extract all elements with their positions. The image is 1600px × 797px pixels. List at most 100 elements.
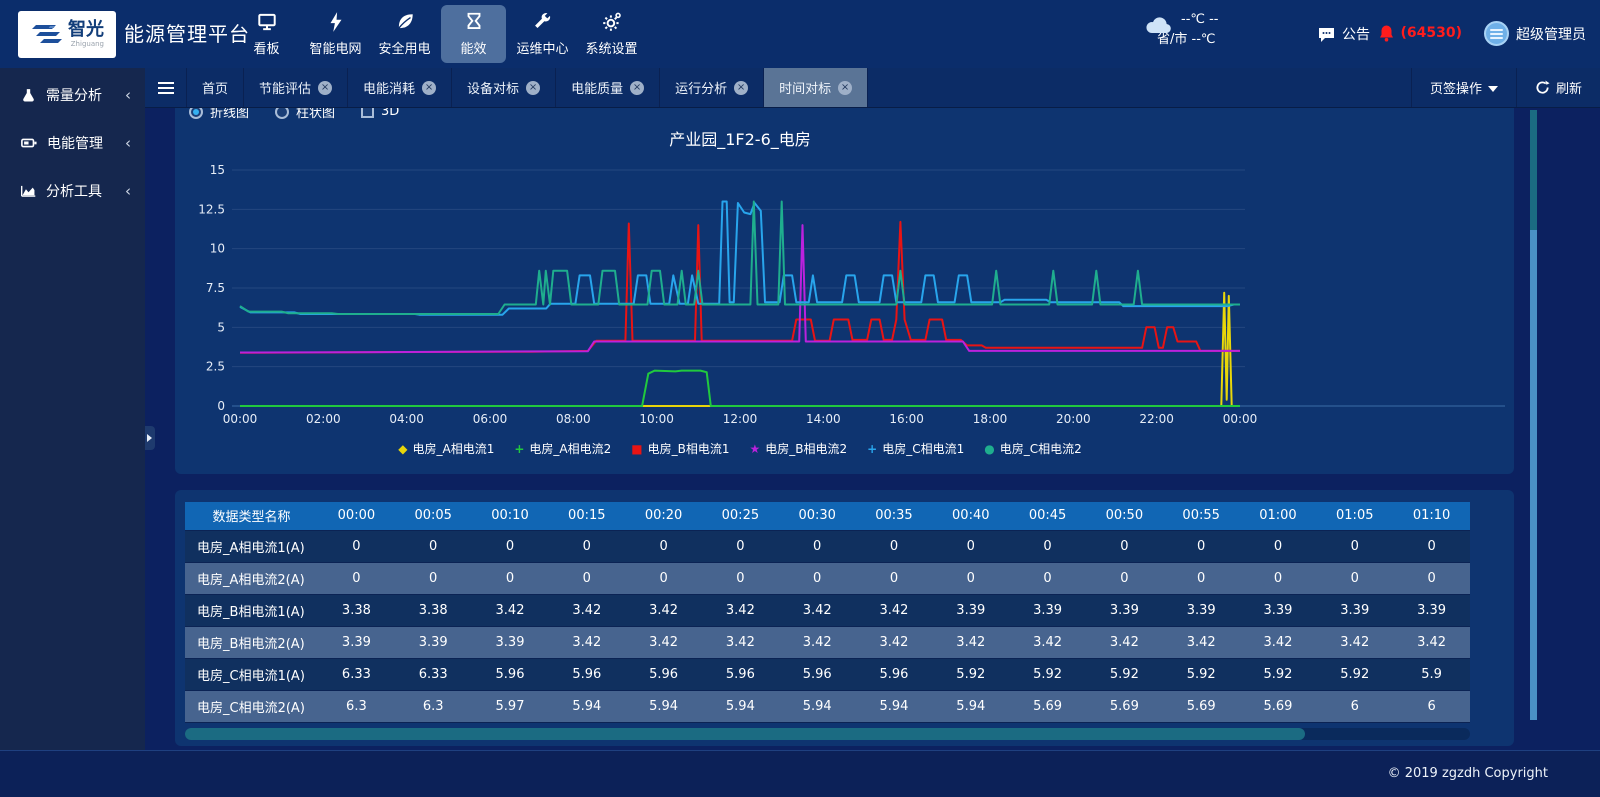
lightning-icon (330, 12, 341, 32)
vertical-scrollbar-thumb[interactable] (1530, 230, 1537, 720)
nav-item-system-settings[interactable]: 系统设置 (577, 0, 646, 68)
close-tab-icon[interactable] (318, 80, 333, 95)
plus-marker-icon: + (514, 441, 525, 456)
radio-icon (189, 104, 203, 119)
tab-energy-eval[interactable]: 节能评估 (244, 68, 349, 107)
value-cell: 5.92 (1239, 658, 1317, 690)
value-cell: 0 (1393, 530, 1470, 562)
series-line (239, 200, 1240, 315)
nav-item-safe-power[interactable]: 安全用电 (370, 0, 439, 68)
table-header-cell: 00:15 (548, 502, 626, 530)
tab-bar: 首页 节能评估 电能消耗 设备对标 电能质量 运行分析 时间对标 页签操作 (145, 68, 1600, 108)
vertical-scrollbar-segment[interactable] (1530, 110, 1537, 230)
value-cell: 3.39 (932, 594, 1010, 626)
chevron-left-icon (125, 134, 131, 152)
legend-item[interactable]: ★ 电房_B相电流2 (750, 440, 848, 457)
monitor-icon (257, 13, 276, 31)
series-line (239, 224, 1240, 354)
legend-label: 电房_C相电流2 (999, 442, 1082, 456)
table-row: 电房_B相电流1(A) 3.38 3.38 3.42 3.42 3.42 3.42 3.42 3… (185, 594, 1470, 626)
value-cell: 0 (1009, 530, 1086, 562)
avatar (1484, 21, 1509, 46)
user-menu[interactable]: 超级管理员 (1484, 21, 1586, 46)
announcement-button[interactable]: 公告 (1317, 24, 1370, 44)
x-axis-tick: 00:00 (1223, 412, 1258, 426)
weather-city: 省/市 --℃ (1157, 31, 1216, 47)
value-cell: 3.42 (1393, 626, 1470, 658)
table-header-cell: 数据类型名称 (185, 502, 318, 530)
refresh-button[interactable]: 刷新 (1515, 68, 1600, 107)
tab-operation-analysis[interactable]: 运行分析 (660, 68, 765, 107)
nav-item-ops-center[interactable]: 运维中心 (508, 0, 577, 68)
value-cell: 3.39 (394, 626, 472, 658)
sidebar-item-energy-management[interactable]: 电能管理 (0, 122, 145, 164)
cross-marker-icon: + (867, 441, 878, 456)
close-tab-icon[interactable] (734, 80, 749, 95)
legend-label: 电房_B相电流1 (647, 442, 730, 456)
line-chart[interactable]: 0 2.5 5 7.5 10 12.5 15 00:00 02:00 04:00 06:00 08:0… (175, 96, 1514, 474)
close-tab-icon[interactable] (526, 80, 541, 95)
row-name-cell: 电房_B相电流1(A) (185, 594, 318, 626)
value-cell: 6 (1393, 690, 1470, 722)
tab-device-benchmark[interactable]: 设备对标 (452, 68, 557, 107)
tab-power-quality[interactable]: 电能质量 (556, 68, 661, 107)
line-chart-radio[interactable]: 折线图 (189, 102, 249, 121)
y-axis-tick: 15 (210, 163, 225, 177)
copyright-text: © 2019 zgzdh Copyright (1387, 766, 1548, 781)
x-axis-tick: 08:00 (556, 412, 591, 426)
value-cell: 5.96 (701, 658, 779, 690)
nav-item-energy-efficiency[interactable]: 能效 (439, 0, 508, 68)
nav-item-smart-grid[interactable]: 智能电网 (301, 0, 370, 68)
value-cell: 0 (394, 562, 472, 594)
diamond-marker-icon: ◆ (398, 441, 408, 456)
close-tab-icon[interactable] (838, 80, 853, 95)
value-cell: 3.42 (548, 626, 626, 658)
star-marker-icon: ★ (749, 441, 761, 456)
chevron-left-icon (125, 182, 131, 200)
value-cell: 5.92 (932, 658, 1010, 690)
tab-energy-consumption[interactable]: 电能消耗 (348, 68, 453, 107)
tab-home[interactable]: 首页 (187, 68, 245, 107)
table-row: 电房_C相电流1(A) 6.33 6.33 5.96 5.96 5.96 5.96 5.96 5… (185, 658, 1470, 690)
value-cell: 5.69 (1239, 690, 1317, 722)
sidebar-collapse-handle[interactable] (145, 426, 155, 450)
legend-item[interactable]: + 电房_A相电流2 (514, 440, 611, 457)
legend-item[interactable]: ● 电房_C相电流2 (984, 440, 1082, 457)
alarm-button[interactable]: (64530) (1378, 24, 1462, 42)
table-header-cell: 00:25 (701, 502, 779, 530)
value-cell: 0 (1085, 562, 1163, 594)
tab-operations-dropdown[interactable]: 页签操作 (1410, 68, 1516, 107)
sidebar-item-demand-analysis[interactable]: 需量分析 (0, 74, 145, 116)
value-cell: 3.38 (394, 594, 472, 626)
value-cell: 5.97 (471, 690, 549, 722)
legend-item[interactable]: ◆ 电房_A相电流1 (398, 440, 494, 457)
close-tab-icon[interactable] (630, 80, 645, 95)
close-tab-icon[interactable] (422, 80, 437, 95)
value-cell: 3.42 (1162, 626, 1240, 658)
value-cell: 3.39 (1239, 594, 1317, 626)
data-table-panel: 数据类型名称 00:00 00:05 00:10 00:15 00:20 00:25 00:3… (175, 490, 1514, 746)
tab-time-benchmark[interactable]: 时间对标 (764, 68, 869, 107)
table-header-row: 数据类型名称 00:00 00:05 00:10 00:15 00:20 00:25 00:3… (185, 502, 1470, 530)
value-cell: 0 (1009, 562, 1086, 594)
legend-item[interactable]: + 电房_C相电流1 (867, 440, 964, 457)
sidebar-item-analysis-tools[interactable]: 分析工具 (0, 170, 145, 212)
value-cell: 0 (1239, 562, 1317, 594)
horizontal-scrollbar-thumb[interactable] (185, 728, 1305, 740)
page-title: 能源管理平台 (124, 22, 250, 46)
value-cell: 0 (1316, 562, 1394, 594)
refresh-label: 刷新 (1555, 82, 1582, 97)
value-cell: 3.39 (471, 626, 549, 658)
hamburger-menu-icon[interactable] (145, 68, 187, 107)
value-cell: 3.42 (932, 626, 1010, 658)
nav-label: 看板 (253, 42, 280, 57)
table-header-cell: 00:35 (855, 502, 933, 530)
legend-item[interactable]: ■ 电房_B相电流1 (631, 440, 729, 457)
battery-icon (21, 138, 37, 148)
line-chart-radio-label: 折线图 (210, 106, 250, 121)
value-cell: 3.42 (548, 594, 626, 626)
x-axis-tick: 22:00 (1139, 412, 1174, 426)
bar-chart-radio[interactable]: 柱状图 (275, 102, 335, 121)
value-cell: 0 (625, 530, 702, 562)
nav-item-dashboard[interactable]: 看板 (232, 0, 301, 68)
